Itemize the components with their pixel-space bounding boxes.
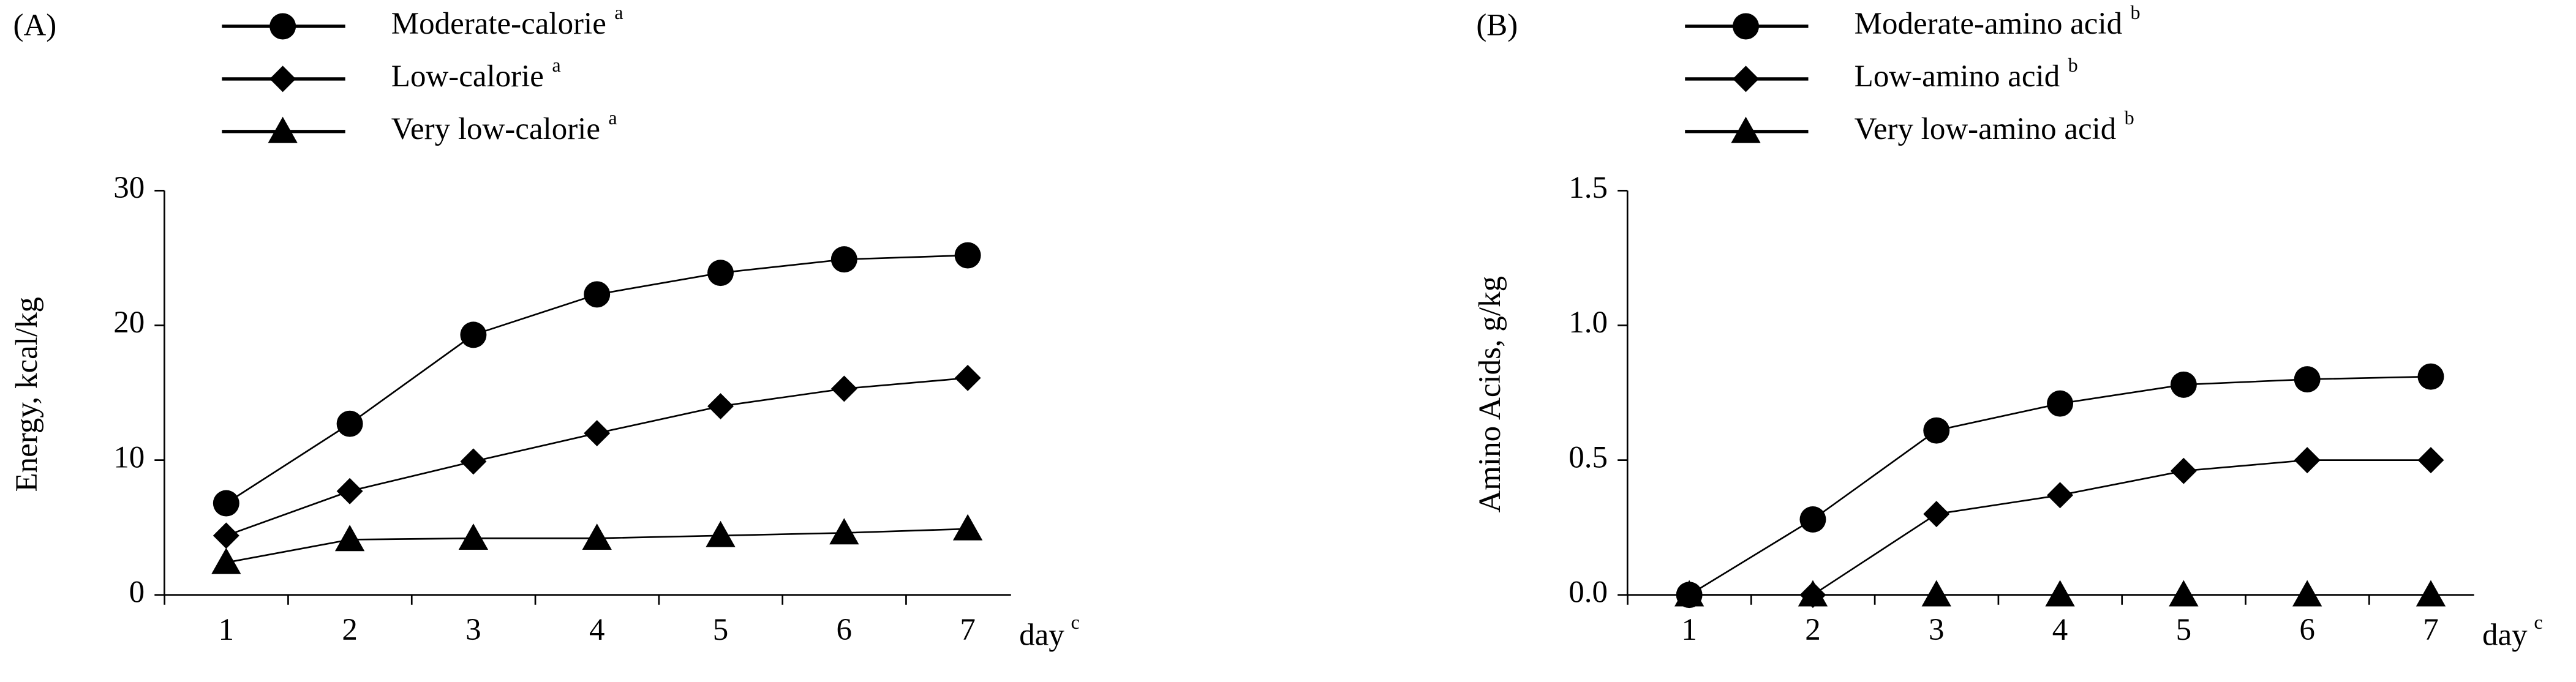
marker [2047, 482, 2074, 509]
x-tick-label: 5 [2176, 613, 2192, 647]
y-tick-label: 0.5 [1569, 440, 1608, 474]
legend-label: Moderate-amino acid b [1855, 2, 2141, 41]
y-tick-label: 1.0 [1569, 305, 1608, 340]
legend-note: a [608, 107, 617, 129]
panel-label: (A) [13, 8, 56, 42]
x-axis-label: day c [2482, 611, 2543, 652]
legend-name: Very low-calorie [391, 111, 600, 146]
y-tick-label: 0 [129, 575, 145, 609]
marker [707, 260, 734, 287]
x-tick-label: 6 [837, 613, 853, 647]
marker [2170, 371, 2197, 398]
marker [2417, 363, 2444, 390]
marker [213, 522, 239, 549]
x-axis-label-note: c [2534, 611, 2542, 633]
x-tick-label: 1 [1681, 613, 1697, 647]
y-tick-label: 1.5 [1569, 171, 1608, 205]
marker [334, 525, 365, 552]
marker [336, 410, 363, 437]
marker [2169, 580, 2199, 607]
legend-note: a [552, 54, 560, 76]
series-line [225, 377, 968, 537]
legend-label: Low-calorie a [391, 54, 561, 93]
legend-marker [269, 66, 296, 92]
x-tick-label: 4 [589, 613, 605, 647]
marker [460, 448, 487, 475]
marker [706, 520, 736, 547]
legend-marker [1733, 13, 1759, 40]
x-tick-label: 2 [342, 613, 358, 647]
legend-name: Moderate-calorie [391, 7, 606, 41]
marker [2294, 366, 2321, 393]
legend-label: Very low-amino acid b [1855, 107, 2134, 146]
legend-name: Low-calorie [391, 59, 544, 94]
marker [2292, 580, 2322, 607]
x-tick-label: 7 [2423, 613, 2439, 647]
x-tick-label: 1 [219, 613, 235, 647]
marker [954, 364, 981, 391]
x-axis-label: day c [1019, 611, 1080, 652]
legend-marker [1731, 116, 1761, 143]
x-tick-label: 3 [465, 613, 481, 647]
marker [584, 420, 611, 447]
x-tick-label: 3 [1929, 613, 1945, 647]
panel-label: (B) [1476, 8, 1518, 42]
x-tick-label: 6 [2299, 613, 2315, 647]
marker [2045, 580, 2075, 607]
legend-label: Low-amino acid b [1855, 54, 2078, 93]
x-axis-label-text: day [2482, 618, 2528, 652]
marker [213, 490, 239, 517]
marker [952, 514, 983, 541]
legend-note: b [2125, 107, 2134, 129]
y-tick-label: 0.0 [1569, 575, 1608, 609]
x-tick-label: 2 [1805, 613, 1821, 647]
marker [1798, 580, 1828, 607]
y-tick-label: 30 [113, 171, 145, 205]
marker [2047, 390, 2074, 417]
marker [1674, 580, 1704, 607]
x-tick-label: 4 [2052, 613, 2068, 647]
legend-marker [1733, 66, 1759, 92]
legend-marker [269, 13, 296, 40]
legend-name: Low-amino acid [1855, 59, 2060, 94]
marker [830, 246, 857, 273]
marker [2294, 447, 2321, 474]
legend-label: Moderate-calorie a [391, 2, 623, 41]
legend-note: b [2131, 2, 2141, 24]
marker [829, 518, 859, 545]
marker [1923, 417, 1950, 444]
legend-name: Moderate-amino acid [1855, 7, 2122, 41]
marker [1923, 501, 1950, 528]
marker [2417, 447, 2444, 474]
marker [336, 478, 363, 504]
marker [1799, 506, 1826, 533]
y-axis-label: Energy, kcal/kg [10, 297, 44, 492]
marker [830, 375, 857, 402]
y-tick-label: 20 [113, 305, 145, 340]
marker [954, 242, 981, 269]
legend-note: b [2068, 54, 2078, 76]
legend-label: Very low-calorie a [391, 107, 617, 146]
y-tick-label: 10 [113, 440, 145, 474]
marker [458, 523, 489, 550]
marker [211, 547, 241, 574]
x-tick-label: 7 [960, 613, 976, 647]
marker [582, 523, 612, 550]
marker [2170, 457, 2197, 484]
legend-name: Very low-amino acid [1855, 111, 2117, 146]
x-tick-label: 5 [713, 613, 729, 647]
x-axis-label-note: c [1071, 611, 1080, 633]
y-axis-label: Amino Acids, g/kg [1473, 276, 1507, 513]
x-axis-label-text: day [1019, 618, 1064, 652]
legend-note: a [614, 2, 623, 24]
marker [2416, 580, 2446, 607]
legend-marker [268, 116, 298, 143]
marker [584, 281, 611, 308]
marker [460, 321, 487, 348]
marker [707, 393, 734, 420]
marker [1921, 580, 1951, 607]
